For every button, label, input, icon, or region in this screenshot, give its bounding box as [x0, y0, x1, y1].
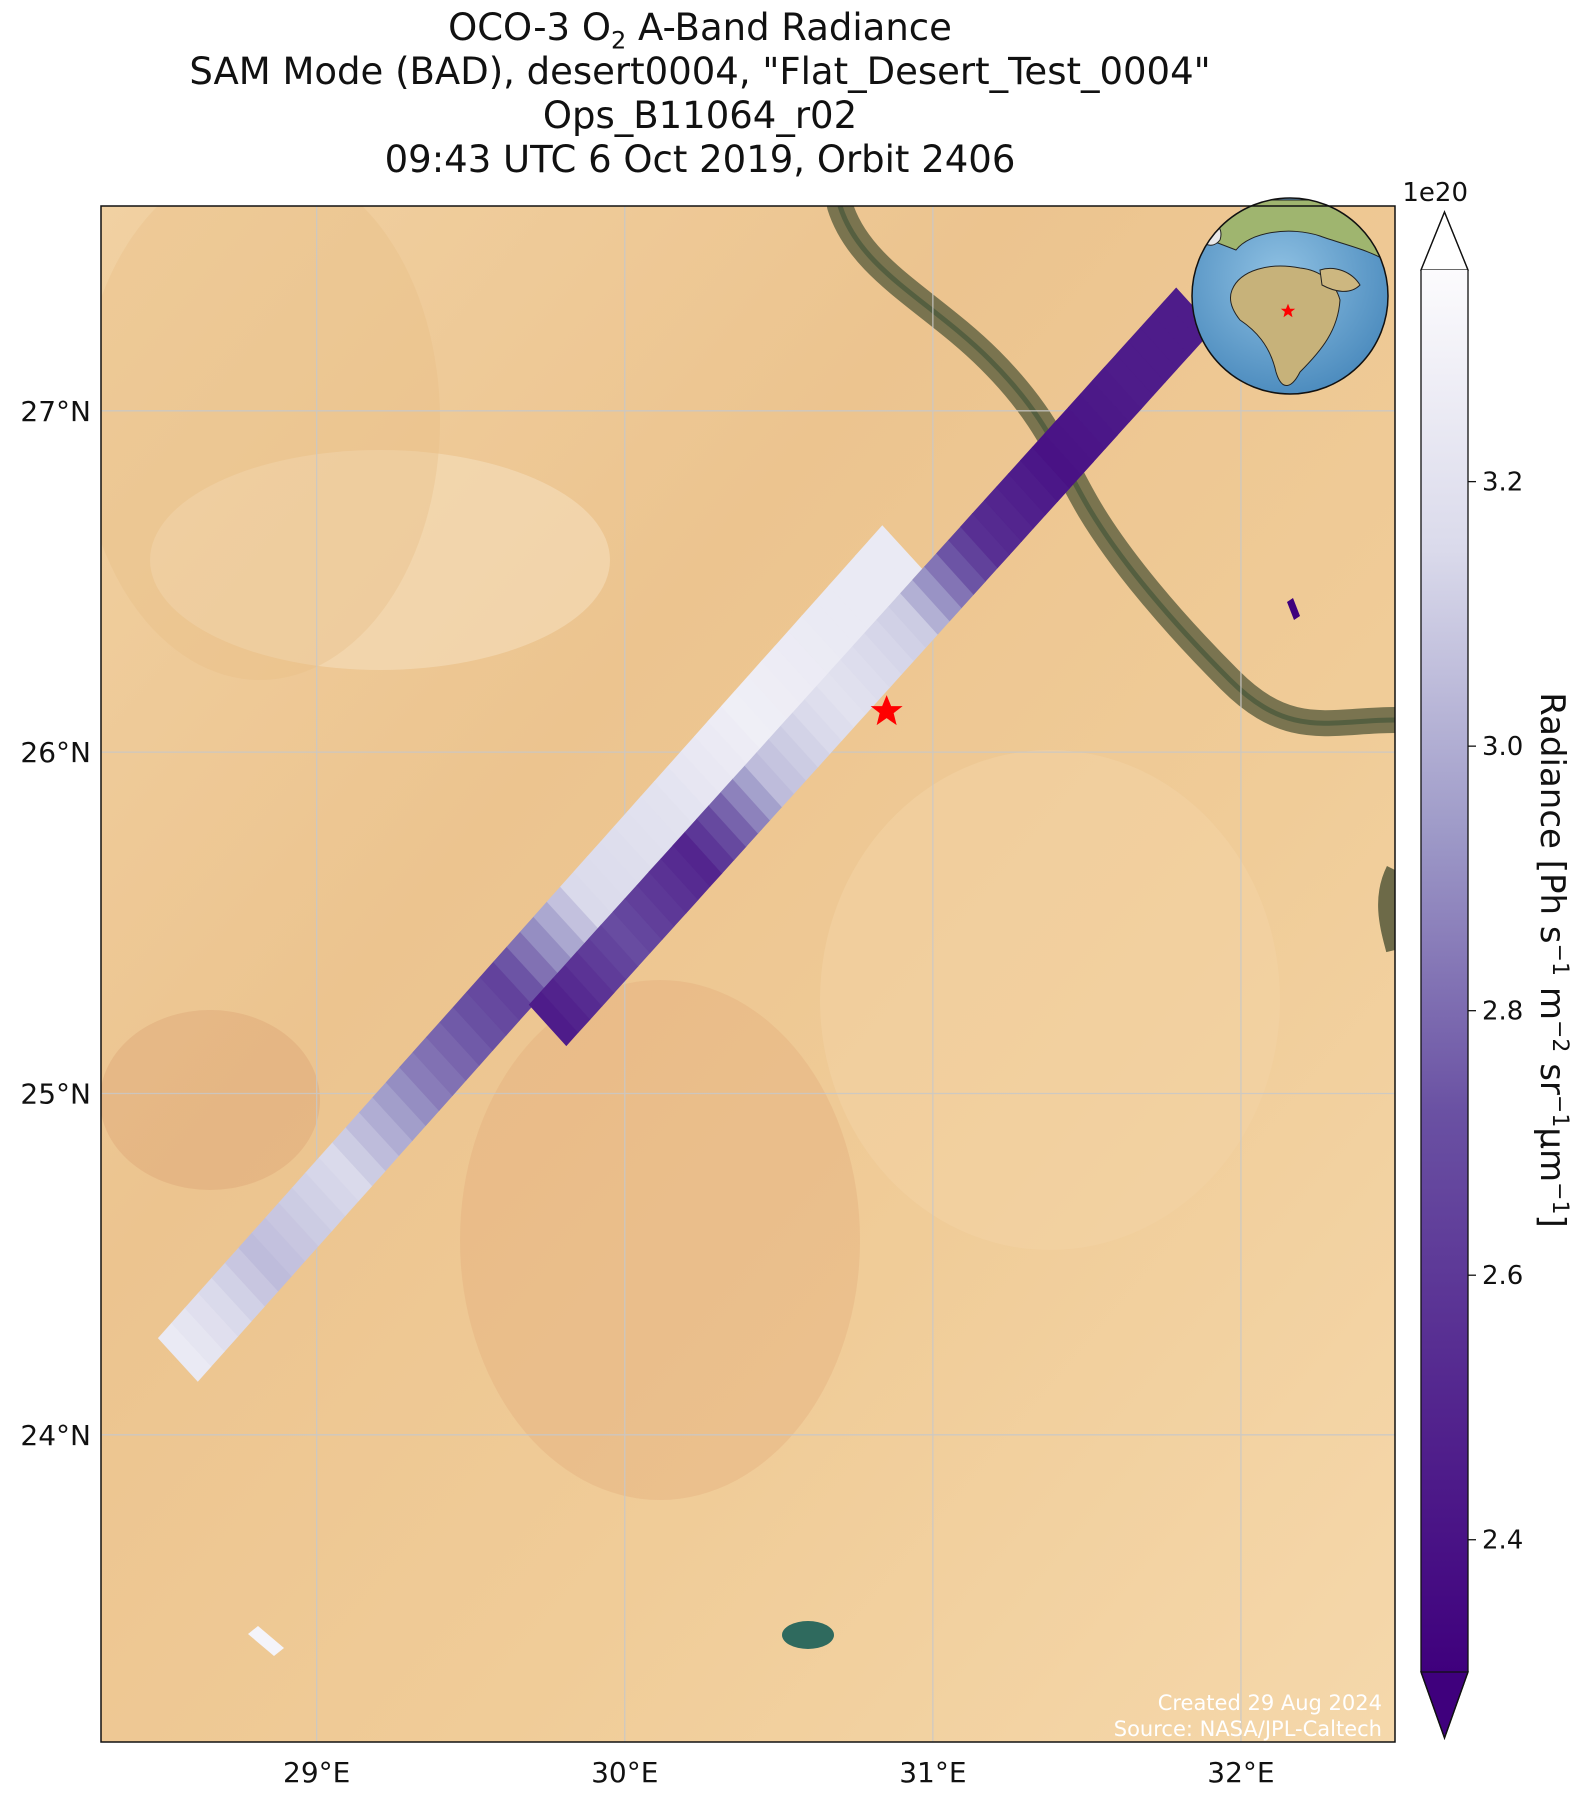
colorbar-gradient	[1421, 270, 1468, 1672]
nile-river	[837, 206, 1395, 726]
globe-outline	[1191, 197, 1389, 395]
globe-arabia	[1319, 267, 1361, 292]
colorbar-axis-label: Radiance [Ph s−1 m−2 sr−1μm−1]	[1532, 692, 1572, 1228]
title-line-4: 09:43 UTC 6 Oct 2019, Orbit 2406	[384, 138, 1016, 181]
colorbar-tick-label: 3.0	[1482, 732, 1523, 762]
radiance-swaths	[157, 287, 1214, 1382]
credit-source: Source: NASA/JPL-Caltech	[1114, 1717, 1382, 1741]
lon-tick-label: 29°E	[283, 1756, 350, 1789]
terrain-patch	[101, 206, 440, 680]
colorbar-tick-label: 2.4	[1482, 1526, 1523, 1556]
terrain-patch	[150, 450, 610, 670]
colorbar: 3.2 3.0 2.8 2.6 2.4 1e20 Radiance [Ph s−1 m−…	[1402, 178, 1572, 1740]
lat-tick-label: 27°N	[20, 395, 91, 428]
terrain-patch	[820, 750, 1280, 1250]
lon-tick-label: 30°E	[591, 1756, 658, 1789]
stray-swath-fragment	[1287, 598, 1300, 620]
map-frame	[100, 205, 1396, 1743]
lon-tick-label: 31°E	[899, 1756, 966, 1789]
target-star-icon	[870, 695, 903, 726]
inset-globe	[1191, 197, 1389, 395]
colorbar-outline	[1420, 210, 1469, 1740]
colorbar-label-main: Radiance [Ph s	[1532, 692, 1572, 943]
colorbar-tick-label: 2.8	[1482, 997, 1523, 1027]
lon-tick-labels: 29°E 30°E 31°E 32°E	[283, 1756, 1275, 1789]
lat-tick-label: 26°N	[20, 736, 91, 769]
title-line-2: SAM Mode (BAD), desert0004, "Flat_Desert…	[189, 50, 1211, 93]
colorbar-ticks: 3.2 3.0 2.8 2.6 2.4	[1468, 468, 1523, 1556]
title-prefix: OCO-3 O	[448, 6, 611, 49]
lat-tick-label: 25°N	[20, 1077, 91, 1110]
nile-valley-south	[1378, 865, 1395, 953]
title-line-1: OCO-3 O2 A-Band Radiance	[0, 6, 1400, 62]
lake	[782, 1621, 834, 1649]
colorbar-extend-high	[1420, 210, 1469, 271]
title-suffix: A-Band Radiance	[626, 6, 952, 49]
terrain-patch	[460, 980, 860, 1500]
credit-created: Created 29 Aug 2024	[1158, 1691, 1382, 1715]
globe-africa	[1229, 265, 1341, 386]
title-subscript: 2	[610, 26, 627, 55]
title-line-3: Ops_B11064_r02	[542, 94, 858, 137]
swath-1-cell	[868, 525, 923, 585]
colorbar-tick-label: 2.6	[1482, 1261, 1523, 1291]
colorbar-exponent: 1e20	[1402, 178, 1468, 208]
stray-swath-fragment	[248, 1626, 284, 1656]
lon-tick-label: 32°E	[1207, 1756, 1274, 1789]
colorbar-extend-low	[1420, 1671, 1469, 1740]
globe-target-star-icon	[1280, 303, 1296, 318]
colorbar-tick-label: 3.2	[1482, 468, 1523, 498]
lat-tick-label: 24°N	[20, 1419, 91, 1452]
terrain-patch	[101, 1010, 320, 1190]
lat-tick-labels: 27°N 26°N 25°N 24°N	[20, 395, 91, 1452]
map-area: Created 29 Aug 2024 Source: NASA/JPL-Cal…	[101, 206, 1395, 1742]
